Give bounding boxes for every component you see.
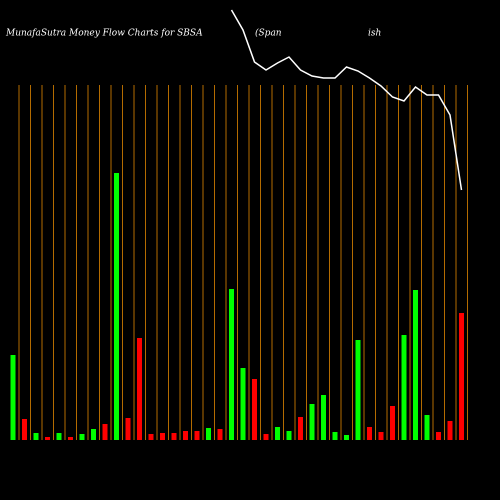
chart-subtitle: (Span [255,28,282,39]
bar [413,290,418,440]
bar [321,395,326,440]
bar [148,434,154,440]
bar [424,415,430,440]
bar [125,418,131,440]
bar [229,289,234,440]
price-line [230,9,463,191]
bar [194,431,200,440]
bar [309,404,315,440]
chart-subtitle: ish [368,29,381,39]
bar [114,173,119,440]
bar [401,335,407,440]
bar [344,435,349,440]
bar [217,429,223,440]
bar [79,434,85,440]
bar [33,433,39,440]
bar [436,432,441,440]
bar [286,431,292,440]
bar [367,427,372,440]
bar [45,437,50,440]
bar [252,379,257,440]
bar [102,424,108,440]
bar [68,437,73,440]
bar [447,421,453,440]
chart-title: MunafaSutra Money Flow Charts for SBSA [5,29,203,39]
bar [332,432,338,440]
bar [160,433,165,440]
bar [240,368,246,440]
bar [56,433,62,440]
bar [298,417,303,440]
bar [171,433,177,440]
bar [378,432,384,440]
bar [355,340,361,440]
bar [390,406,395,440]
bar [137,338,142,440]
bar [183,431,188,440]
bar [459,313,464,440]
bar [10,355,16,440]
bar [263,434,269,440]
bar [91,429,96,440]
bar [275,427,280,440]
bar [206,428,211,440]
bar [22,419,27,440]
